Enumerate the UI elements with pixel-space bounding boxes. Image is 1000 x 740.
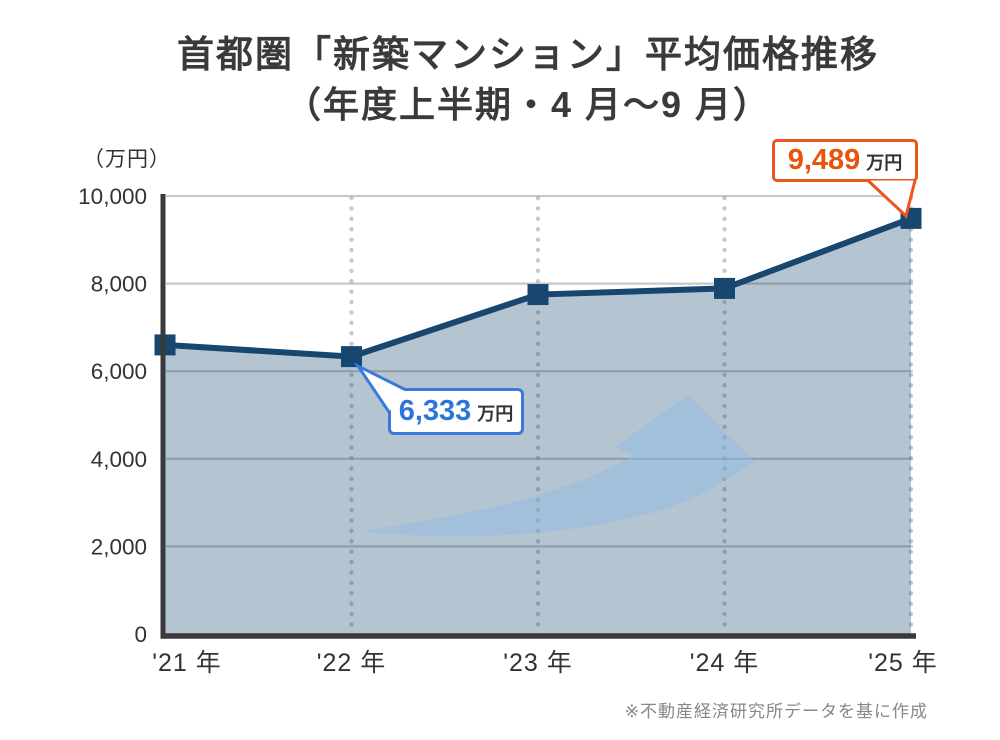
y-tick-label: 6,000 bbox=[91, 359, 147, 384]
x-tick-label: '24 年 bbox=[690, 649, 760, 677]
x-tick-label: '22 年 bbox=[317, 649, 387, 677]
area-fill bbox=[165, 218, 911, 634]
source-note: ※不動産経済研究所データを基に作成 bbox=[624, 702, 928, 721]
data-point-marker bbox=[341, 346, 362, 368]
y-tick-label: 0 bbox=[134, 622, 147, 647]
y-tick-label: 4,000 bbox=[91, 447, 147, 472]
callout-2022-value: 6,333 万円 bbox=[388, 388, 524, 435]
chart-subtitle: （年度上半期・4 月～9 月） bbox=[284, 84, 772, 125]
data-point-marker bbox=[900, 207, 922, 229]
data-point-marker bbox=[714, 277, 735, 299]
y-axis-unit-label: （万円） bbox=[83, 148, 171, 171]
y-tick-label: 8,000 bbox=[91, 272, 147, 297]
callout-2022-unit: 万円 bbox=[477, 403, 514, 424]
callout-2025-number: 9,489 bbox=[787, 144, 861, 176]
callout-2025-value: 9,489 万円 bbox=[772, 139, 918, 182]
data-point-marker bbox=[527, 284, 549, 306]
callout-2022-number: 6,333 bbox=[398, 395, 472, 427]
x-tick-label: '21 年 bbox=[152, 649, 222, 677]
x-tick-label: '25 年 bbox=[868, 649, 938, 677]
trend-arrow-watermark bbox=[363, 395, 755, 537]
x-tick-label: '23 年 bbox=[503, 649, 573, 677]
y-tick-label: 2,000 bbox=[91, 534, 147, 559]
y-tick-label: 10,000 bbox=[78, 184, 147, 209]
callout-2025-unit: 万円 bbox=[866, 152, 903, 173]
chart-title: 首都圏「新築マンション」平均価格推移 bbox=[177, 34, 879, 75]
